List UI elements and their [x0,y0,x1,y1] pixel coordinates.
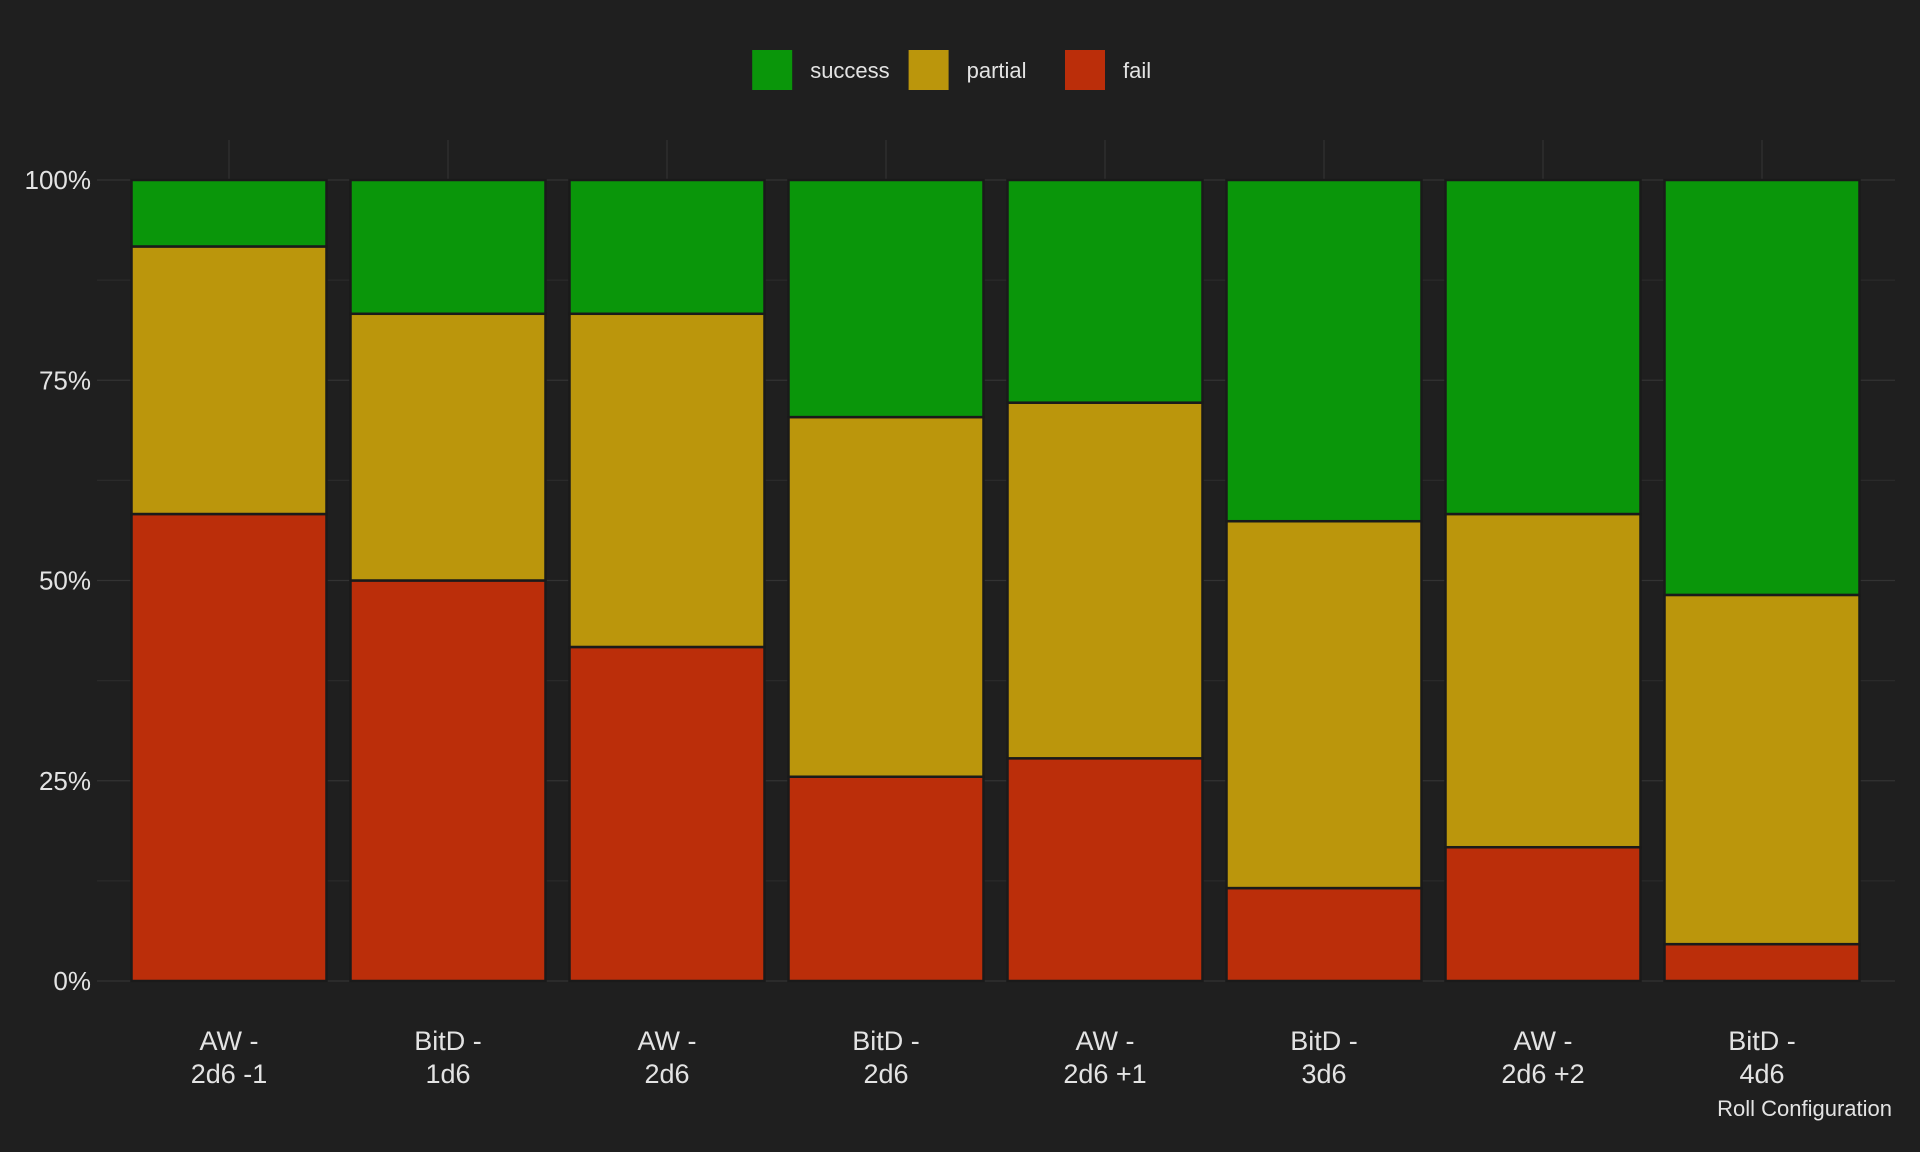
bar-segment-success [568,178,766,316]
legend-key-partial [908,50,949,90]
y-tick-label: 0% [53,966,91,996]
x-tick-label: 1d6 [425,1059,470,1089]
y-tick-label: 75% [39,365,91,395]
legend-label-success: success [810,58,889,83]
bar-segment-success [1006,178,1204,404]
legend-label-fail: fail [1123,58,1151,83]
bar-segment-partial [130,245,328,516]
x-tick-label: BitD - [852,1026,920,1056]
x-tick-label: 2d6 +1 [1063,1059,1146,1089]
legend-key-success [752,50,793,90]
bar-segment-fail [1006,757,1204,983]
bar-segment-partial [568,312,766,649]
x-tick-label: AW - [200,1026,259,1056]
bar-segment-success [1663,178,1861,597]
x-tick-label: 2d6 [644,1059,689,1089]
bar-segment-fail [787,775,985,983]
x-tick-label: BitD - [414,1026,482,1056]
bar-segment-fail [1225,886,1423,983]
x-tick-label: AW - [1076,1026,1135,1056]
bar-segment-fail [130,512,328,983]
x-tick-label: BitD - [1728,1026,1796,1056]
y-tick-label: 25% [39,766,91,796]
bar-segment-partial [1225,519,1423,890]
y-axis: 0% 25% 50% 75% 100% [25,165,92,996]
x-tick-label: 2d6 [863,1059,908,1089]
x-tick-label: 4d6 [1739,1059,1784,1089]
bar-segment-success [787,178,985,419]
bar-segment-partial [1663,593,1861,946]
legend-key-fail [1065,50,1105,90]
x-tick-label: BitD - [1290,1026,1358,1056]
x-tick-label: 2d6 +2 [1501,1059,1584,1089]
bar-segment-success [1444,178,1642,516]
bars [130,178,1861,983]
x-axis-title: Roll Configuration [1717,1096,1892,1121]
bar-segment-fail [349,579,547,983]
x-tick-label: 2d6 -1 [191,1059,268,1089]
y-tick-label: 100% [25,165,92,195]
bar-segment-partial [1006,401,1204,760]
x-tick-label: AW - [1514,1026,1573,1056]
x-tick-label: 3d6 [1301,1059,1346,1089]
bar-segment-success [349,178,547,316]
x-tick-label: AW - [638,1026,697,1056]
bar-segment-success [130,178,328,248]
bar-segment-fail [568,645,766,983]
bar-segment-partial [349,312,547,582]
bar-segment-partial [1444,512,1642,849]
bar-segment-success [1225,178,1423,523]
legend-label-partial: partial [967,58,1027,83]
bar-segment-partial [787,415,985,778]
y-tick-label: 50% [39,566,91,596]
legend: success partial fail [752,50,1151,90]
bar-segment-fail [1663,942,1861,983]
bar-segment-fail [1444,845,1642,983]
